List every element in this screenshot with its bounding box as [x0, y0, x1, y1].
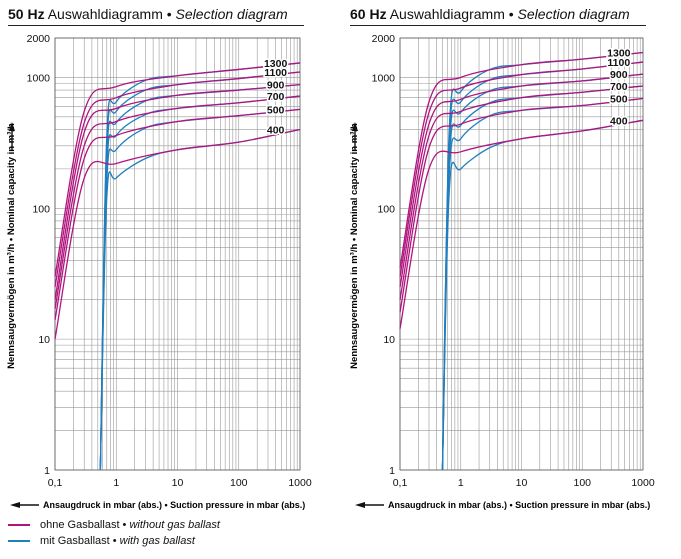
curve-700-with-gas-ballast — [99, 95, 301, 471]
curve-1300-without-gas-ballast — [54, 62, 301, 277]
curve-label-700: 700 — [610, 81, 628, 93]
curve-label-1100: 1100 — [264, 67, 287, 79]
y-axis-label: Nennsaugvermögen in m³/h • Nominal capac… — [6, 123, 17, 369]
grid — [54, 37, 300, 471]
curve-label-1300: 1300 — [607, 47, 631, 59]
y-tick-label: 1 — [44, 465, 50, 477]
legend-swatch-magenta — [8, 524, 30, 527]
x-tick-label: 0,1 — [48, 477, 63, 489]
legend-text-de: mit Gasballast — [40, 535, 110, 547]
x-axis-label: Ansaugdruck in mbar (abs.) • Suction pre… — [388, 500, 650, 510]
title-rule — [8, 25, 304, 26]
curve-label-500: 500 — [267, 104, 285, 116]
title-german: Auswahldiagramm — [44, 6, 163, 22]
curve-label-900: 900 — [267, 80, 285, 92]
chart-60hz: 0,1 1 10 100 1000110100100020001300110090070… — [349, 33, 655, 510]
curve-label-700: 700 — [267, 91, 285, 103]
panel-title-50hz: 50 Hz Auswahldiagramm • Selection diagra… — [8, 6, 288, 22]
curve-500-without-gas-ballast — [399, 97, 644, 313]
curve-label-1300: 1300 — [264, 58, 288, 70]
x-tick-label: 10 — [172, 477, 184, 489]
y-axis-arrow-head — [9, 122, 15, 131]
plot-frame — [54, 37, 301, 471]
curve-400-with-gas-ballast — [441, 119, 644, 471]
y-tick-label: 100 — [377, 203, 395, 215]
x-axis-arrow-head — [10, 502, 20, 508]
y-tick-label: 100 — [32, 203, 50, 215]
curve-900-with-gas-ballast — [99, 84, 301, 471]
x-tick-label: 100 — [573, 477, 591, 489]
y-axis-arrow-head — [352, 122, 358, 131]
curve-500-with-gas-ballast — [441, 97, 644, 471]
y-tick-label: 2000 — [372, 33, 396, 45]
curve-900-with-gas-ballast — [441, 73, 644, 471]
x-tick-label: 1000 — [631, 477, 655, 489]
curve-label-400: 400 — [267, 124, 285, 136]
curve-label-1100: 1100 — [607, 57, 630, 69]
curve-400-without-gas-ballast — [54, 128, 301, 340]
legend-without-gas-ballast: ohne Gasballast • without gas ballast — [8, 519, 220, 531]
y-tick-label: 1 — [389, 465, 395, 477]
x-tick-label: 1 — [458, 477, 464, 489]
legend-text-en: with gas ballast — [119, 535, 195, 547]
legend-separator: • — [109, 535, 120, 547]
x-tick-label: 100 — [230, 477, 248, 489]
title-rule — [350, 25, 646, 26]
legend-with-gas-ballast: mit Gasballast • with gas ballast — [8, 535, 195, 547]
chart-50hz: 0,1 1 10 100 1000110100100020001300110090070… — [6, 33, 312, 510]
title-separator: • — [504, 6, 518, 22]
x-tick-label: 10 — [516, 477, 528, 489]
panel-title-60hz: 60 Hz Auswahldiagramm • Selection diagra… — [350, 6, 630, 22]
x-tick-label: 0,1 — [393, 477, 408, 489]
plot-frame — [399, 37, 644, 471]
curve-900-without-gas-ballast — [54, 84, 301, 300]
curve-1100-without-gas-ballast — [399, 61, 644, 277]
x-axis-label: Ansaugdruck in mbar (abs.) • Suction pre… — [43, 500, 305, 510]
x-axis-arrow-head — [355, 502, 365, 508]
curve-900-without-gas-ballast — [399, 73, 644, 288]
curve-500-with-gas-ballast — [99, 108, 301, 471]
legend-text-en: without gas ballast — [129, 519, 220, 531]
title-german: Auswahldiagramm — [386, 6, 505, 22]
curve-700-without-gas-ballast — [399, 85, 644, 300]
curve-500-without-gas-ballast — [54, 108, 301, 321]
y-tick-label: 2000 — [27, 33, 51, 45]
x-tick-label: 1000 — [288, 477, 312, 489]
y-tick-label: 10 — [38, 334, 50, 346]
y-axis-label: Nennsaugvermögen in m³/h • Nominal capac… — [349, 123, 360, 369]
title-frequency: 60 Hz — [350, 6, 387, 22]
title-frequency: 50 Hz — [8, 6, 45, 22]
legend-separator: • — [119, 519, 130, 531]
curve-700-with-gas-ballast — [441, 85, 644, 471]
title-separator: • — [162, 6, 176, 22]
y-tick-label: 1000 — [372, 72, 396, 84]
legend-swatch-blue — [8, 540, 30, 543]
curve-400-without-gas-ballast — [399, 119, 644, 329]
curve-1100-without-gas-ballast — [54, 71, 301, 288]
x-tick-label: 1 — [113, 477, 119, 489]
title-english: Selection diagram — [175, 6, 288, 22]
curve-700-without-gas-ballast — [54, 95, 301, 310]
curve-label-900: 900 — [610, 69, 628, 81]
curve-1300-without-gas-ballast — [399, 51, 644, 269]
legend-text-de: ohne Gasballast — [40, 519, 120, 531]
curve-label-400: 400 — [610, 115, 628, 127]
curve-label-500: 500 — [610, 93, 628, 105]
grid — [399, 37, 643, 471]
title-english: Selection diagram — [517, 6, 630, 22]
y-tick-label: 1000 — [27, 72, 51, 84]
y-tick-label: 10 — [383, 334, 395, 346]
